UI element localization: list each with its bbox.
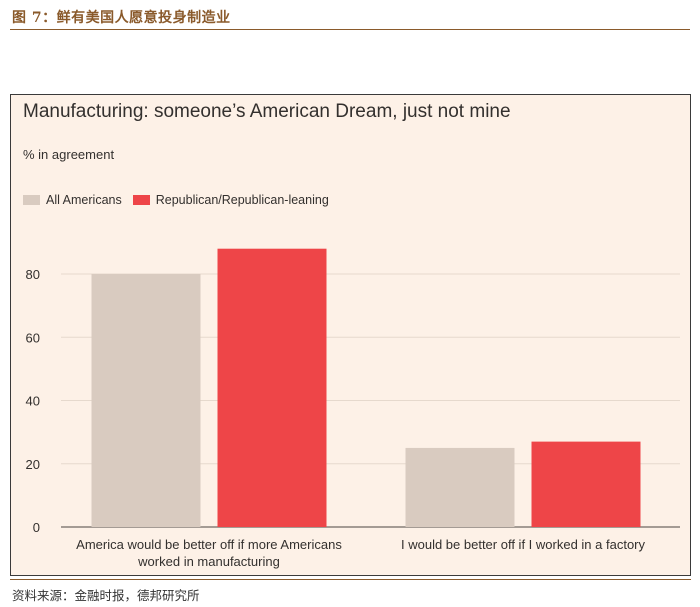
figure-title-rule	[10, 29, 690, 30]
source-rule	[10, 579, 691, 580]
source-note: 资料来源：金融时报，德邦研究所	[12, 588, 200, 603]
bar-chart-plot: 0 20 40 60 80 America would be better off if …	[26, 248, 680, 569]
legend-label-all-americans: All Americans	[46, 193, 122, 207]
x-category-label: I would be better off if I worked in a f…	[401, 537, 645, 552]
bar-all-americans-1	[405, 447, 515, 527]
chart-title: Manufacturing: someone’s American Dream,…	[23, 101, 511, 122]
x-category-label: America would be better off if more Amer…	[76, 537, 342, 552]
figure-title: 图 7：鲜有美国人愿意投身制造业	[12, 10, 231, 26]
bar-republican-1	[531, 441, 641, 527]
y-axis-label: % in agreement	[23, 147, 115, 162]
legend: All Americans Republican/Republican-lean…	[23, 193, 340, 207]
y-tick-label: 60	[26, 330, 40, 345]
bar-all-americans-0	[91, 274, 201, 527]
legend-label-republican: Republican/Republican-leaning	[155, 193, 329, 207]
legend-swatch-all-americans	[23, 195, 40, 205]
y-tick-label: 0	[33, 520, 40, 535]
chart-panel: Manufacturing: someone’s American Dream,…	[10, 94, 691, 576]
bar-republican-0	[217, 248, 327, 527]
x-category-label: worked in manufacturing	[137, 554, 280, 569]
legend-item-republican: Republican/Republican-leaning	[132, 193, 329, 207]
legend-item-all-americans: All Americans	[23, 193, 122, 207]
legend-swatch-republican	[132, 195, 150, 205]
y-tick-label: 80	[26, 267, 40, 282]
y-tick-label: 40	[26, 394, 40, 409]
y-tick-label: 20	[26, 457, 40, 472]
